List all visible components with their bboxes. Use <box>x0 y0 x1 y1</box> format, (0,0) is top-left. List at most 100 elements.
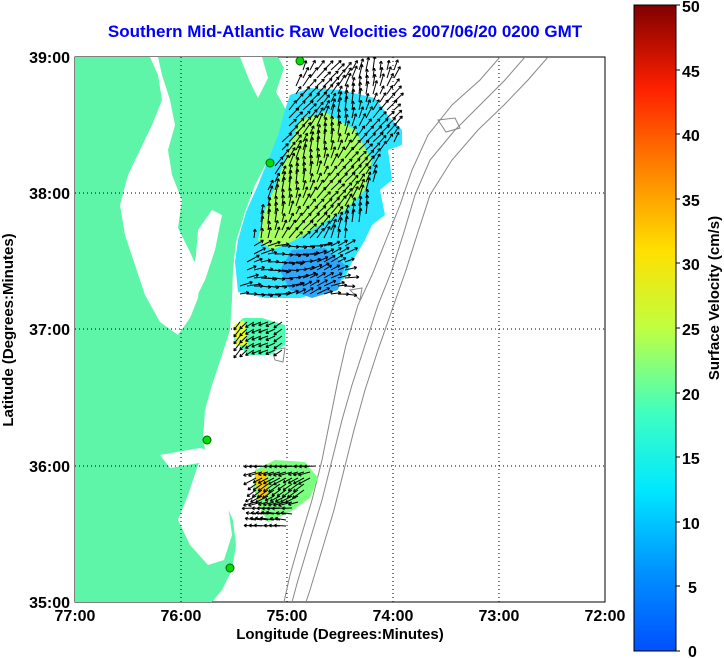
x-tick-label: 73:00 <box>479 608 520 625</box>
velocity-arrow <box>309 286 322 295</box>
velocity-arrow <box>365 177 371 191</box>
velocity-arrow <box>298 477 311 485</box>
colorbar-tick-label: 45 <box>682 64 700 81</box>
velocity-arrow <box>344 247 358 255</box>
velocity-arrow <box>337 96 343 111</box>
velocity-arrow <box>267 220 271 231</box>
velocity-arrow <box>379 92 387 103</box>
velocity-arrow <box>288 118 297 127</box>
velocity-arrow <box>274 183 280 199</box>
velocity-arrow <box>358 99 363 111</box>
velocity-arrow <box>337 146 345 159</box>
velocity-arrow <box>309 279 320 287</box>
velocity-arrow <box>393 125 400 135</box>
velocity-arrow <box>273 523 287 528</box>
velocity-arrow <box>244 495 257 503</box>
colorbar-tick-label: 35 <box>682 193 700 210</box>
velocity-arrow <box>281 506 293 511</box>
velocity-arrow <box>358 178 365 191</box>
velocity-arrow <box>302 280 313 287</box>
velocity-arrow <box>330 92 337 103</box>
velocity-arrow <box>295 111 304 119</box>
velocity-arrow <box>295 193 302 207</box>
velocity-arrow <box>282 477 293 484</box>
velocity-arrow <box>288 152 296 167</box>
x-axis-label: Longitude (Degrees:Minutes) <box>236 626 444 643</box>
velocity-arrow <box>365 143 374 151</box>
velocity-arrow <box>323 140 327 151</box>
velocity-arrow <box>351 82 356 95</box>
velocity-arrow <box>243 477 257 486</box>
velocity-arrow <box>267 185 274 199</box>
velocity-arrow <box>316 186 327 199</box>
velocity-arrow <box>309 186 318 199</box>
velocity-arrow <box>295 73 303 87</box>
velocity-arrow <box>309 136 314 151</box>
velocity-arrow <box>265 321 276 327</box>
velocity-arrow <box>358 87 363 103</box>
velocity-arrow <box>323 77 333 87</box>
velocity-arrow <box>288 471 299 476</box>
velocity-arrow <box>274 516 287 521</box>
velocity-arrow <box>295 186 300 199</box>
velocity-arrow <box>350 100 355 111</box>
velocity-arrow <box>246 265 257 271</box>
velocity-arrow <box>323 225 331 239</box>
velocity-arrow <box>337 120 342 135</box>
velocity-arrow <box>358 150 367 159</box>
velocity-arrow <box>337 91 343 103</box>
velocity-arrow <box>265 335 276 341</box>
velocity-arrow <box>323 122 328 135</box>
velocity-arrow <box>379 134 387 143</box>
velocity-arrow <box>344 113 349 127</box>
velocity-arrow <box>309 78 317 87</box>
velocity-arrow <box>344 275 360 280</box>
velocity-arrow <box>323 128 328 143</box>
velocity-arrow <box>281 226 290 239</box>
velocity-arrow <box>239 328 248 337</box>
velocity-arrow <box>386 110 395 119</box>
velocity-arrow <box>344 61 352 71</box>
velocity-arrow <box>330 240 341 247</box>
velocity-arrow <box>337 183 346 191</box>
colorbar-tick-label: 10 <box>682 516 700 533</box>
velocity-arrow <box>274 172 281 183</box>
velocity-arrow <box>252 477 263 484</box>
velocity-arrow <box>323 71 332 79</box>
velocity-arrow <box>379 73 385 87</box>
velocity-arrow <box>337 85 343 95</box>
velocity-arrow <box>351 180 359 191</box>
velocity-arrow <box>330 121 335 135</box>
velocity-arrow <box>351 202 356 215</box>
velocity-arrow <box>344 158 353 167</box>
velocity-arrow <box>288 125 299 135</box>
velocity-arrow <box>365 125 374 135</box>
velocity-arrow <box>288 131 300 143</box>
velocity-arrow <box>365 80 370 95</box>
velocity-arrow <box>258 349 269 355</box>
velocity-arrow <box>316 107 324 119</box>
velocity-arrow <box>309 229 319 239</box>
velocity-arrow <box>295 93 304 103</box>
velocity-arrow <box>269 495 281 502</box>
velocity-arrow <box>302 161 307 175</box>
velocity-arrow <box>260 215 265 231</box>
velocity-arrow <box>323 146 328 159</box>
velocity-arrow <box>358 113 367 127</box>
velocity-arrow <box>268 501 281 507</box>
velocity-arrow <box>344 165 355 175</box>
velocity-arrow <box>351 186 359 199</box>
velocity-arrow <box>302 66 310 79</box>
velocity-arrow <box>302 73 312 87</box>
velocity-arrow <box>309 160 314 175</box>
velocity-arrow <box>302 230 311 239</box>
velocity-arrow <box>277 483 287 491</box>
velocity-arrow <box>269 516 281 521</box>
velocity-arrow <box>323 99 330 111</box>
velocity-arrow <box>295 168 300 183</box>
velocity-arrow <box>330 272 343 279</box>
velocity-arrow <box>344 293 358 298</box>
velocity-arrow <box>302 193 311 207</box>
velocity-arrow <box>365 118 372 127</box>
